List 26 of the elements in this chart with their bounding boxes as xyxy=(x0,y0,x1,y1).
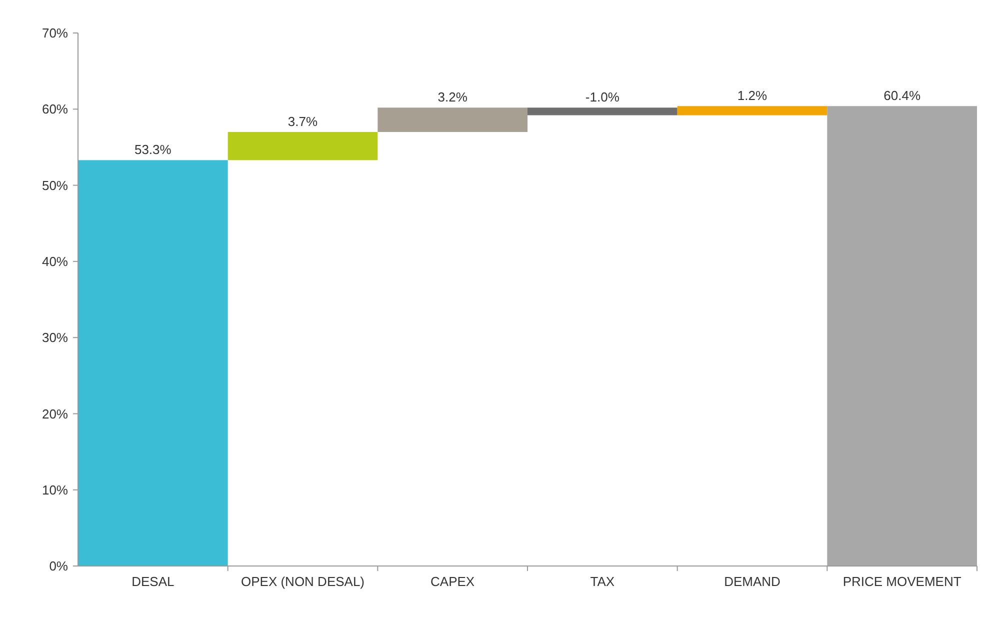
bar xyxy=(228,132,378,160)
bar xyxy=(827,106,977,566)
bar xyxy=(528,108,678,116)
data-label: 3.2% xyxy=(438,90,468,105)
x-tick-label: CAPEX xyxy=(430,574,475,589)
data-label: -1.0% xyxy=(585,90,620,105)
y-tick-label: 30% xyxy=(42,330,68,346)
x-tick-label: DESAL xyxy=(132,574,174,589)
x-tick-label: PRICE MOVEMENT xyxy=(842,574,962,589)
y-tick-label: 20% xyxy=(42,406,68,422)
x-tick-label: TAX xyxy=(590,574,615,589)
bar xyxy=(78,160,228,566)
data-label: 60.4% xyxy=(884,88,921,104)
y-tick-label: 50% xyxy=(42,178,68,193)
bar xyxy=(677,106,828,116)
data-label: 3.7% xyxy=(288,114,318,129)
y-tick-label: 10% xyxy=(42,482,68,498)
data-label: 53.3% xyxy=(134,142,172,158)
y-tick-label: 60% xyxy=(42,102,68,117)
y-tick-label: 40% xyxy=(42,254,68,269)
x-tick-label: DEMAND xyxy=(724,574,780,589)
bar xyxy=(378,108,528,132)
x-tick-label: OPEX (NON DESAL) xyxy=(240,574,365,589)
y-tick-label: 0% xyxy=(49,558,68,574)
data-label: 1.2% xyxy=(737,88,768,104)
y-tick-label: 70% xyxy=(42,26,68,41)
